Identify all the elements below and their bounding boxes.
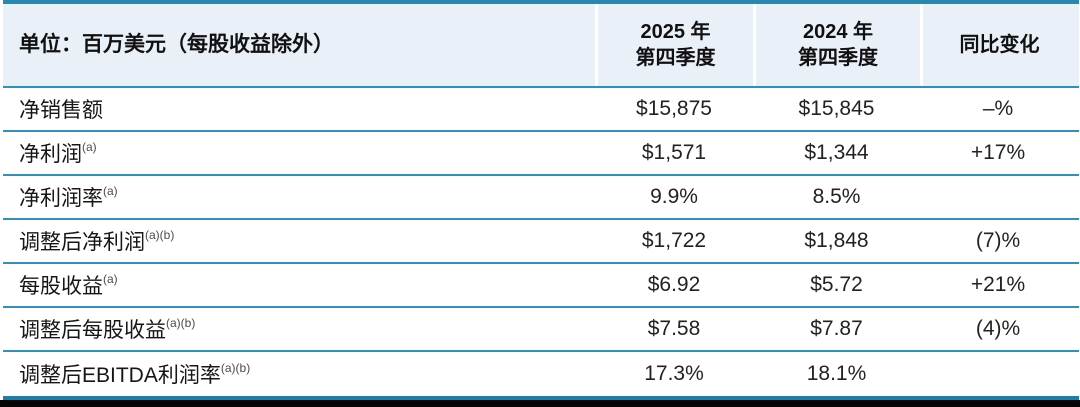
row-label: 调整后EBITDA利润率(a)(b): [19, 361, 251, 387]
cell-q4-2025: $7.58: [647, 317, 701, 340]
cell-q4-2024: $5.72: [810, 273, 863, 296]
cell-yoy: +17%: [970, 141, 1026, 164]
cell-q4-2025: $15,875: [636, 97, 712, 120]
unit-label-text: 单位：百万美元（每股收益除外）: [19, 33, 334, 56]
header-q4-2024-line2: 第四季度: [798, 47, 878, 69]
table-row-net-margin: 净利润率(a) 9.9% 8.5%: [3, 176, 1079, 220]
table-row-eps: 每股收益(a) $6.92 $5.72 +21%: [3, 264, 1079, 308]
cell-q4-2025: $6.92: [647, 273, 701, 296]
footnote-marker: (a)(b): [145, 228, 175, 242]
table-body: 净销售额 $15,875 $15,845 –% 净利润(a) $1,571 $1…: [3, 88, 1079, 396]
header-q4-2024: 2024 年 第四季度: [753, 4, 920, 86]
row-label: 调整后净利润(a)(b): [19, 228, 175, 254]
row-label: 净销售额: [19, 99, 103, 122]
footnote-marker: (a)(b): [166, 316, 196, 330]
cell-q4-2024: $1,848: [804, 229, 869, 252]
cell-q4-2024: 8.5%: [812, 185, 861, 208]
cell-yoy: (7)%: [975, 229, 1021, 252]
table-header-row: 单位：百万美元（每股收益除外） 2025 年 第四季度 2024 年 第四季度 …: [3, 4, 1079, 88]
header-yoy-change: 同比变化: [920, 4, 1076, 86]
row-label: 每股收益(a): [19, 272, 118, 298]
table-bottom-border: [3, 396, 1079, 400]
cell-q4-2025: $1,571: [641, 141, 707, 164]
bottom-black-bar: [0, 400, 1080, 407]
cell-q4-2024: 18.1%: [806, 362, 867, 385]
header-q4-2025: 2025 年 第四季度: [595, 4, 753, 86]
cell-q4-2025: $1,722: [641, 229, 707, 252]
header-unit-label: 单位：百万美元（每股收益除外）: [3, 4, 595, 86]
header-yoy-label: 同比变化: [959, 34, 1040, 56]
table-top-border: [3, 0, 1079, 4]
row-label: 净利润(a): [19, 140, 97, 166]
cell-yoy: –%: [982, 97, 1014, 120]
header-q4-2024-line1: 2024 年: [802, 21, 874, 43]
row-label: 调整后每股收益(a)(b): [19, 316, 196, 342]
table-row-net-income: 净利润(a) $1,571 $1,344 +17%: [3, 132, 1079, 176]
cell-q4-2025: 9.9%: [650, 185, 698, 208]
row-label: 净利润率(a): [19, 184, 118, 210]
table-row-adjusted-net-income: 调整后净利润(a)(b) $1,722 $1,848 (7)%: [3, 220, 1079, 264]
table-row-adjusted-eps: 调整后每股收益(a)(b) $7.58 $7.87 (4)%: [3, 308, 1079, 352]
cell-q4-2024: $15,845: [798, 97, 875, 120]
table-row-net-sales: 净销售额 $15,875 $15,845 –%: [3, 88, 1079, 132]
footnote-marker: (a): [82, 140, 97, 154]
cell-q4-2025: 17.3%: [644, 362, 704, 385]
cell-q4-2024: $1,344: [804, 141, 869, 164]
cell-yoy: (4)%: [975, 317, 1021, 340]
footnote-marker: (a): [103, 272, 118, 286]
header-q4-2025-line1: 2025 年: [640, 21, 711, 43]
cell-yoy: +21%: [970, 273, 1026, 296]
footnote-marker: (a): [103, 184, 118, 198]
footnote-marker: (a)(b): [220, 361, 251, 375]
table-row-adjusted-ebitda-margin: 调整后EBITDA利润率(a)(b) 17.3% 18.1%: [3, 352, 1079, 396]
header-q4-2025-line2: 第四季度: [635, 47, 716, 69]
cell-q4-2024: $7.87: [810, 317, 863, 340]
